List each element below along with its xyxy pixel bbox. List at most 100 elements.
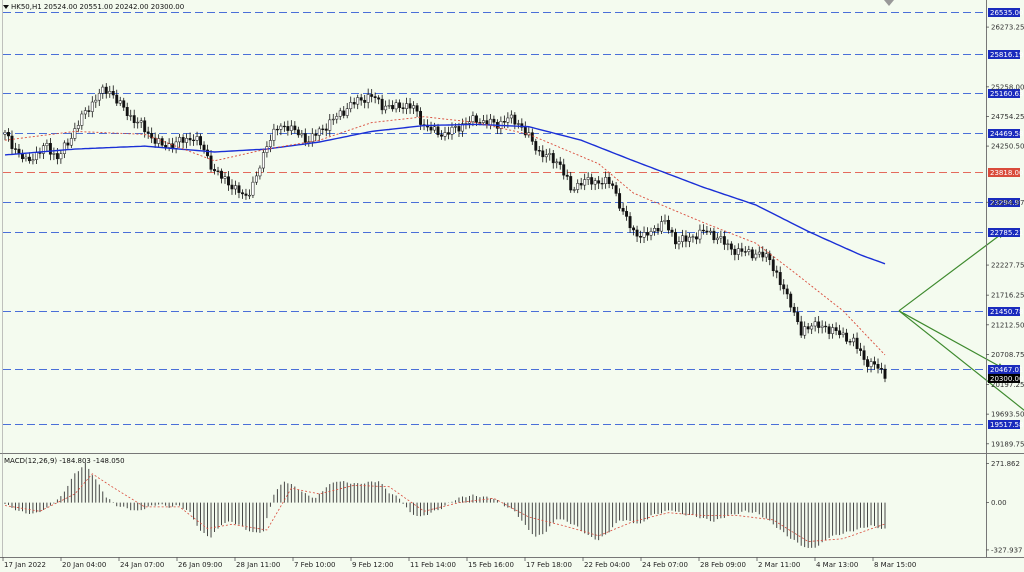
candle-body[interactable] bbox=[125, 107, 129, 116]
candle-body[interactable] bbox=[454, 126, 457, 128]
candle-body[interactable] bbox=[796, 312, 800, 323]
candle-body[interactable] bbox=[7, 132, 10, 137]
candle-body[interactable] bbox=[251, 181, 255, 196]
candle-body[interactable] bbox=[345, 108, 349, 116]
candle-body[interactable] bbox=[775, 270, 779, 273]
candle-body[interactable] bbox=[328, 119, 332, 131]
candle-body[interactable] bbox=[527, 132, 531, 136]
candle-body[interactable] bbox=[646, 232, 649, 236]
candle-body[interactable] bbox=[213, 169, 216, 172]
candle-body[interactable] bbox=[726, 243, 730, 245]
candle-body[interactable] bbox=[178, 137, 182, 143]
candle-body[interactable] bbox=[34, 152, 38, 160]
candle-body[interactable] bbox=[509, 114, 513, 119]
candle-body[interactable] bbox=[83, 110, 87, 115]
candle-body[interactable] bbox=[572, 189, 576, 191]
candle-body[interactable] bbox=[750, 249, 754, 259]
candle-body[interactable] bbox=[698, 229, 702, 240]
candle-body[interactable] bbox=[785, 288, 789, 295]
candle-body[interactable] bbox=[806, 326, 810, 330]
candle-body[interactable] bbox=[227, 176, 230, 186]
candle-body[interactable] bbox=[69, 138, 73, 146]
candle-body[interactable] bbox=[90, 101, 94, 112]
candle-body[interactable] bbox=[209, 155, 213, 170]
candle-body[interactable] bbox=[674, 232, 677, 245]
candle-body[interactable] bbox=[457, 126, 461, 132]
candle-body[interactable] bbox=[537, 150, 541, 152]
candle-body[interactable] bbox=[234, 185, 237, 190]
candle-body[interactable] bbox=[869, 361, 873, 367]
candle-body[interactable] bbox=[202, 144, 206, 151]
candle-body[interactable] bbox=[506, 117, 510, 123]
candle-body[interactable] bbox=[516, 123, 520, 125]
candle-body[interactable] bbox=[436, 126, 440, 135]
candle-body[interactable] bbox=[195, 136, 199, 141]
candle-body[interactable] bbox=[185, 138, 189, 143]
candle-body[interactable] bbox=[597, 180, 601, 184]
candle-body[interactable] bbox=[824, 325, 828, 328]
candle-body[interactable] bbox=[94, 99, 98, 103]
candle-body[interactable] bbox=[150, 133, 154, 139]
candle-body[interactable] bbox=[17, 148, 21, 154]
candle-body[interactable] bbox=[104, 86, 108, 94]
candle-body[interactable] bbox=[314, 133, 318, 136]
candle-body[interactable] bbox=[632, 227, 636, 231]
candle-body[interactable] bbox=[635, 229, 639, 237]
candle-body[interactable] bbox=[534, 141, 538, 151]
candle-body[interactable] bbox=[541, 150, 545, 158]
candle-body[interactable] bbox=[370, 94, 374, 97]
candle-body[interactable] bbox=[433, 126, 436, 131]
candle-body[interactable] bbox=[590, 177, 594, 185]
candle-body[interactable] bbox=[873, 361, 876, 365]
candle-body[interactable] bbox=[338, 110, 342, 117]
candle-body[interactable] bbox=[160, 138, 164, 146]
candle-body[interactable] bbox=[415, 105, 419, 112]
candle-body[interactable] bbox=[621, 208, 625, 212]
candle-body[interactable] bbox=[310, 133, 314, 143]
candle-body[interactable] bbox=[831, 327, 835, 334]
candle-body[interactable] bbox=[73, 128, 77, 139]
candle-body[interactable] bbox=[722, 236, 726, 245]
candle-body[interactable] bbox=[481, 120, 485, 123]
candle-body[interactable] bbox=[593, 180, 597, 185]
candle-body[interactable] bbox=[562, 164, 566, 176]
candle-body[interactable] bbox=[220, 170, 223, 179]
candle-body[interactable] bbox=[841, 332, 845, 335]
candle-body[interactable] bbox=[101, 86, 105, 94]
candle-body[interactable] bbox=[866, 359, 869, 367]
candle-body[interactable] bbox=[551, 153, 555, 164]
candle-body[interactable] bbox=[275, 128, 279, 131]
candle-body[interactable] bbox=[628, 216, 632, 229]
candle-body[interactable] bbox=[331, 118, 335, 121]
candle-body[interactable] bbox=[639, 235, 643, 238]
candle-body[interactable] bbox=[199, 136, 203, 146]
candle-body[interactable] bbox=[694, 236, 698, 240]
candle-body[interactable] bbox=[764, 253, 768, 258]
candle-body[interactable] bbox=[286, 126, 290, 131]
candle-body[interactable] bbox=[356, 97, 360, 105]
candle-body[interactable] bbox=[153, 137, 157, 144]
candle-body[interactable] bbox=[653, 228, 656, 232]
candle-body[interactable] bbox=[719, 236, 723, 239]
candle-body[interactable] bbox=[10, 135, 14, 149]
candle-body[interactable] bbox=[387, 105, 391, 107]
candle-body[interactable] bbox=[569, 176, 573, 191]
candle-body[interactable] bbox=[62, 142, 66, 154]
candle-body[interactable] bbox=[335, 116, 339, 120]
candle-body[interactable] bbox=[523, 127, 527, 136]
candle-body[interactable] bbox=[848, 341, 852, 343]
candle-body[interactable] bbox=[373, 96, 377, 99]
candle-body[interactable] bbox=[827, 326, 831, 334]
candle-body[interactable] bbox=[712, 230, 716, 241]
candle-body[interactable] bbox=[883, 368, 887, 379]
candle-body[interactable] bbox=[565, 174, 569, 177]
candle-body[interactable] bbox=[237, 185, 241, 193]
candle-body[interactable] bbox=[558, 161, 562, 165]
candle-body[interactable] bbox=[684, 235, 688, 242]
candle-body[interactable] bbox=[272, 128, 276, 141]
candle-body[interactable] bbox=[136, 121, 140, 124]
candle-body[interactable] bbox=[293, 125, 297, 131]
candle-body[interactable] bbox=[789, 293, 793, 308]
candle-body[interactable] bbox=[394, 102, 398, 110]
